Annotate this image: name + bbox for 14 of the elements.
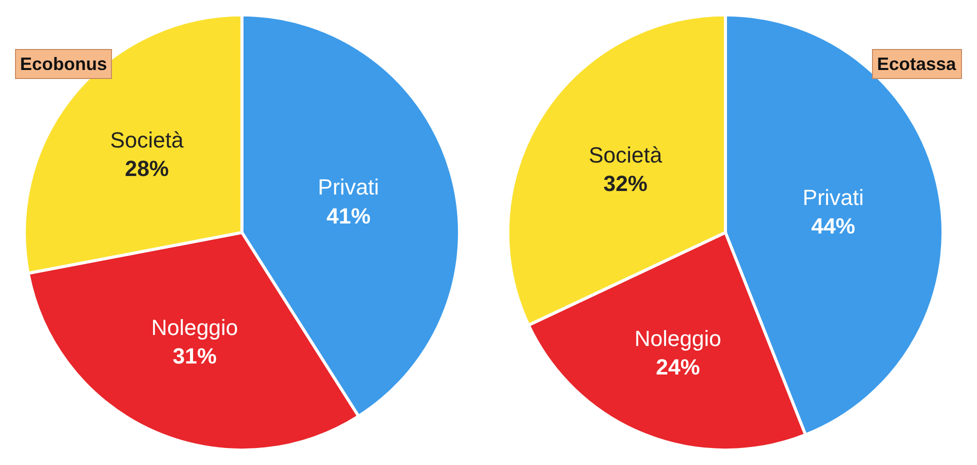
slice-label: Noleggio [151,314,238,340]
slice-label: Noleggio [634,326,722,351]
data-label: 24% [656,354,700,380]
data-label: 41% [326,203,371,228]
slice-label: Società [110,127,184,152]
text: Ecobonus [20,54,108,74]
text: Ecotassa [877,54,958,74]
data-label: 31% [172,344,217,369]
slice-label: Società [588,142,663,168]
data-label: 28% [124,156,169,181]
data-label: 32% [603,171,648,196]
slice-label: Privati [318,174,380,200]
slice-label: Privati [802,185,864,210]
data-label: 44% [811,214,856,239]
